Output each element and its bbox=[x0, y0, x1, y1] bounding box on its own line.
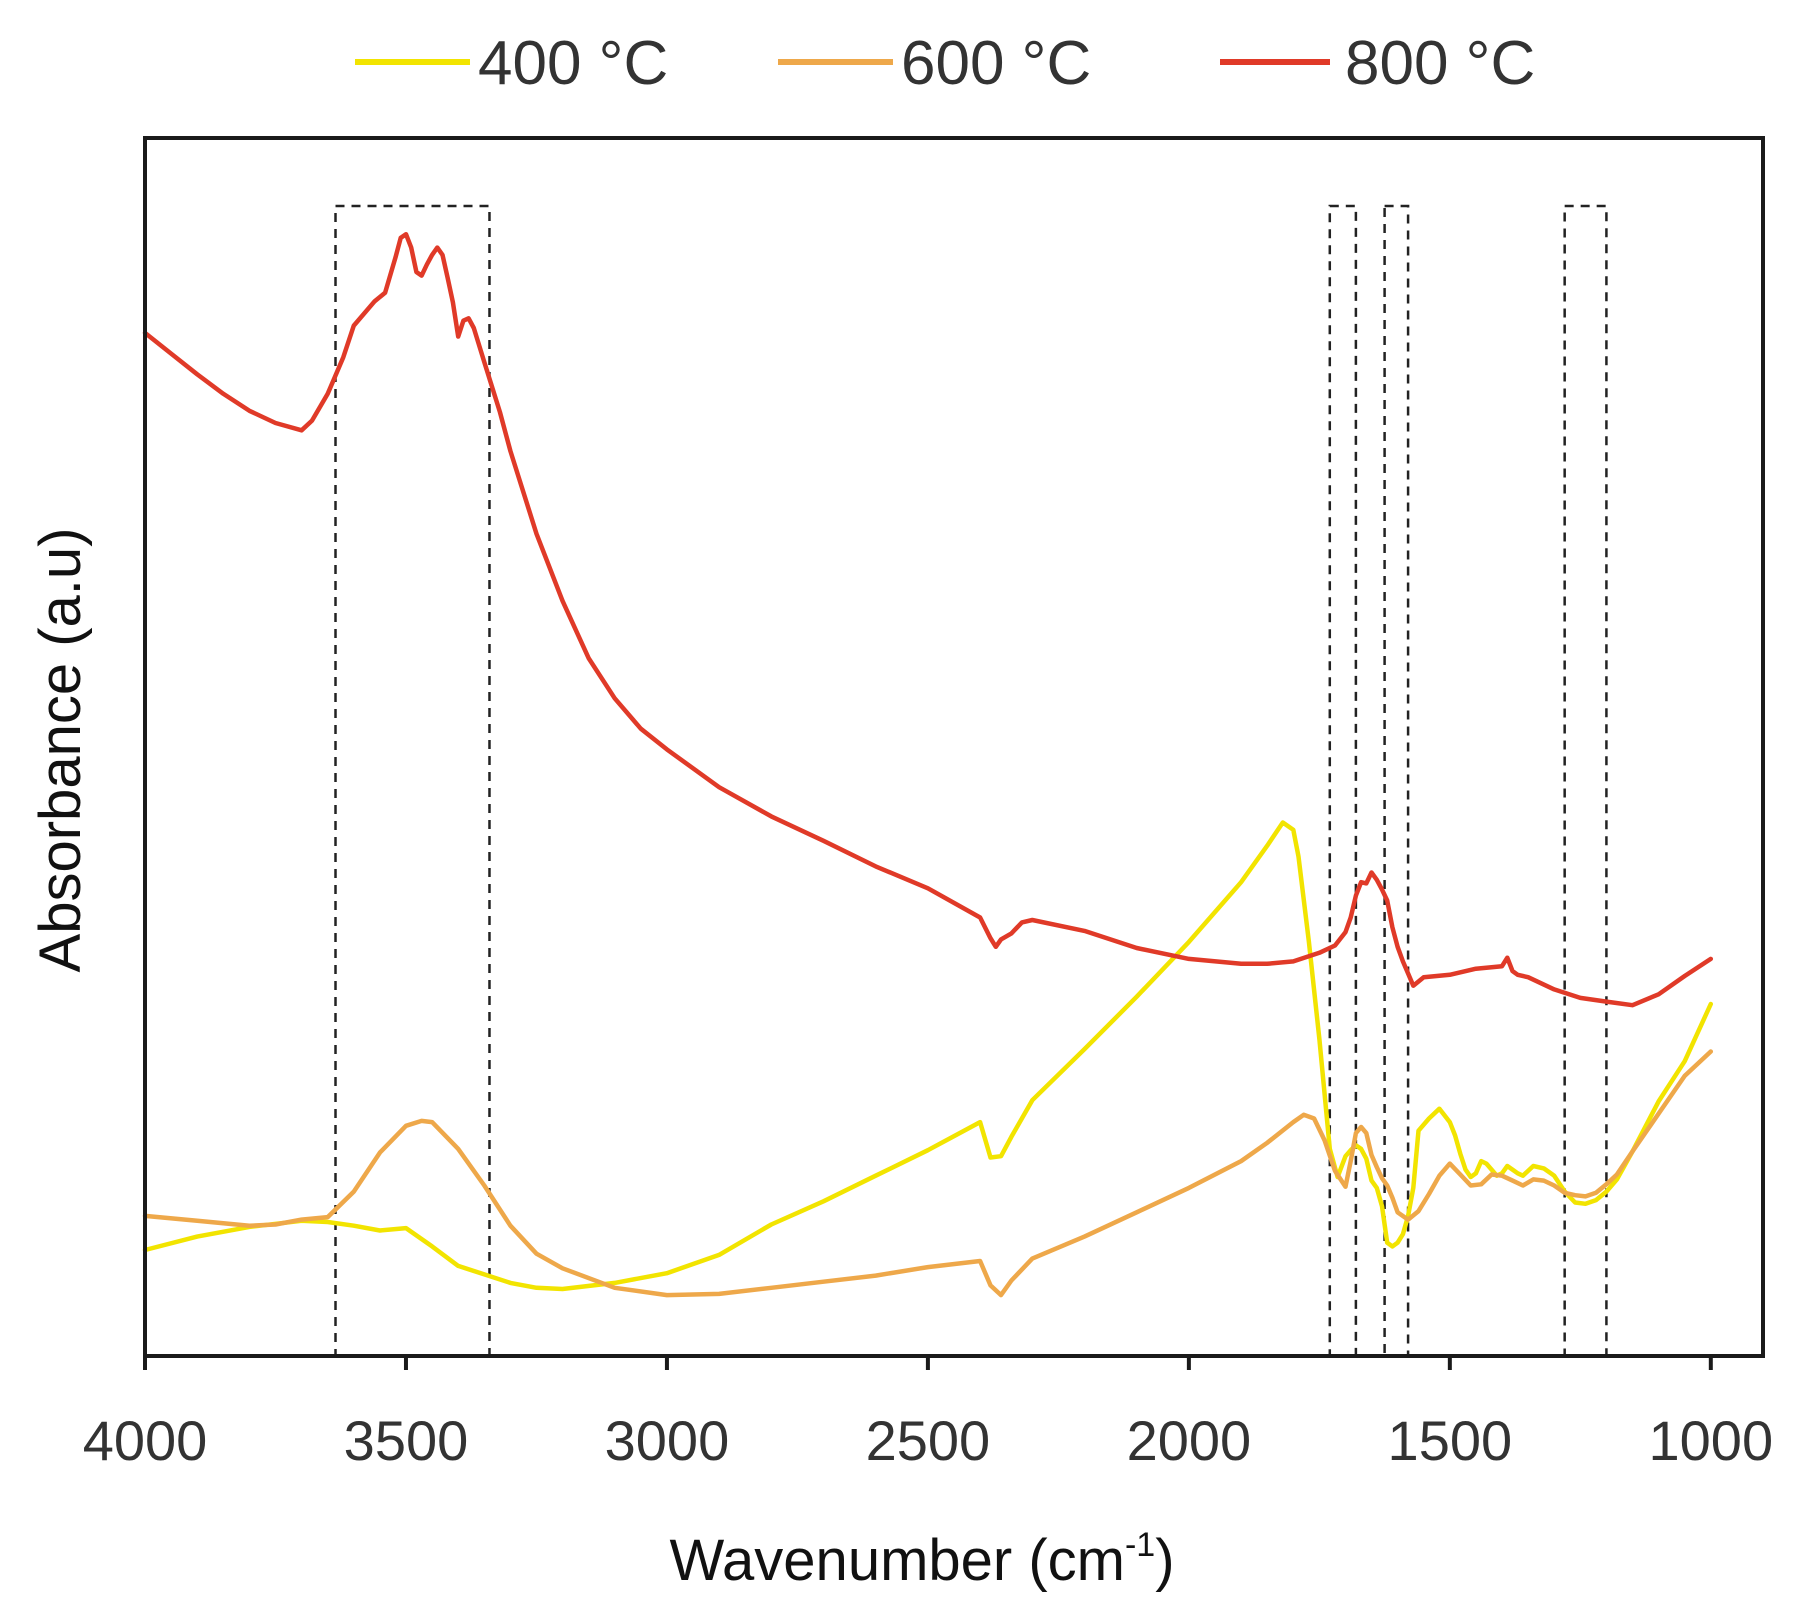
x-axis-ticks: 4000 3500 3000 2500 2000 1500 1000 bbox=[83, 1356, 1773, 1472]
legend-label-400: 400 °C bbox=[478, 29, 668, 98]
plot-frame bbox=[143, 136, 1765, 1358]
series-line-600c bbox=[142, 1049, 1714, 1298]
x-axis-title-text: Wavenumber (cm bbox=[669, 1528, 1125, 1593]
legend-label-600: 600 °C bbox=[901, 29, 1091, 98]
x-tick-label-2500: 2500 bbox=[866, 1409, 991, 1472]
x-tick-label-1000: 1000 bbox=[1649, 1409, 1774, 1472]
x-axis-title-superscript: -1 bbox=[1125, 1526, 1155, 1564]
y-axis-title: Absorbance (a.u) bbox=[28, 528, 93, 973]
x-axis-title: Wavenumber (cm-1) bbox=[669, 1526, 1174, 1593]
x-tick-label-2000: 2000 bbox=[1127, 1409, 1252, 1472]
series-line-400c bbox=[142, 820, 1714, 1292]
x-tick-label-4000: 4000 bbox=[83, 1409, 208, 1472]
x-tick-label-3000: 3000 bbox=[605, 1409, 730, 1472]
highlight-region-4 bbox=[1563, 204, 1608, 1358]
x-tick-label-3500: 3500 bbox=[344, 1409, 469, 1472]
legend: 400 °C 600 °C 800 °C bbox=[355, 29, 1535, 98]
legend-label-800: 800 °C bbox=[1345, 29, 1535, 98]
series-line-800c bbox=[142, 231, 1714, 1008]
x-axis-title-close: ) bbox=[1155, 1528, 1174, 1593]
series-layer bbox=[142, 231, 1714, 1298]
x-tick-label-1500: 1500 bbox=[1388, 1409, 1513, 1472]
